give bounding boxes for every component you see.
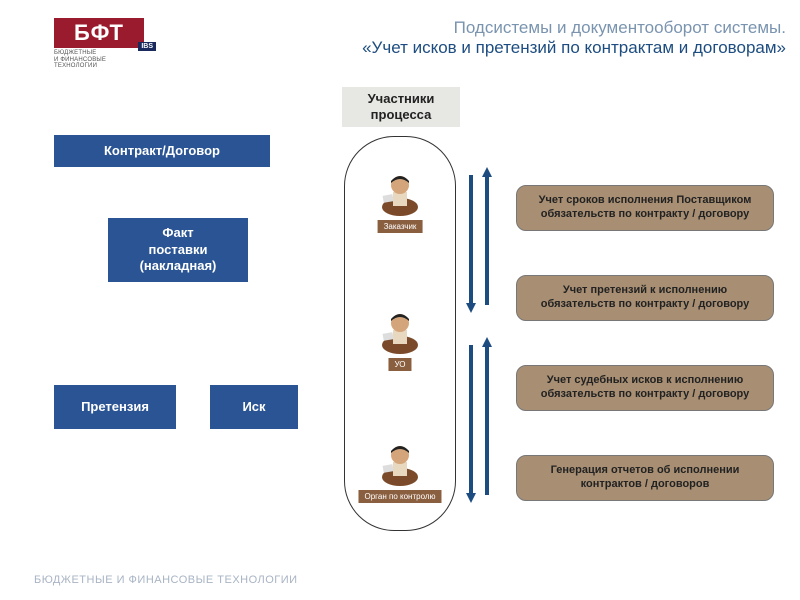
title-line-1: Подсистемы и документооборот системы. bbox=[200, 18, 786, 38]
participant-label: Заказчик bbox=[378, 220, 423, 233]
page-title: Подсистемы и документооборот системы. «У… bbox=[200, 18, 786, 58]
participant-control: Орган по контролю bbox=[370, 437, 430, 497]
logo-ibs: IBS bbox=[138, 42, 156, 51]
participants-container: Заказчик УО Орган по контролю bbox=[344, 136, 456, 531]
participants-header: Участники процесса bbox=[342, 87, 460, 127]
box-delivery: Факт поставки (накладная) bbox=[108, 218, 248, 282]
title-line-2: «Учет исков и претензий по контрактам и … bbox=[200, 38, 786, 58]
participant-customer: Заказчик bbox=[370, 167, 430, 227]
participant-label: Орган по контролю bbox=[358, 490, 441, 503]
info-box-lawsuits: Учет судебных исков к исполнению обязате… bbox=[516, 365, 774, 411]
participant-uo: УО bbox=[370, 305, 430, 365]
box-contract: Контракт/Договор bbox=[54, 135, 270, 167]
person-icon bbox=[375, 437, 425, 487]
info-box-deadlines: Учет сроков исполнения Поставщиком обяза… bbox=[516, 185, 774, 231]
info-box-reports: Генерация отчетов об исполнении контракт… bbox=[516, 455, 774, 501]
info-box-claims: Учет претензий к исполнению обязательств… bbox=[516, 275, 774, 321]
person-icon bbox=[375, 305, 425, 355]
box-lawsuit: Иск bbox=[210, 385, 298, 429]
logo-subtitle: БЮДЖЕТНЫЕ И ФИНАНСОВЫЕ ТЕХНОЛОГИИ bbox=[54, 48, 144, 70]
box-claim: Претензия bbox=[54, 385, 176, 429]
person-icon bbox=[375, 167, 425, 217]
logo: БФТ IBS БЮДЖЕТНЫЕ И ФИНАНСОВЫЕ ТЕХНОЛОГИ… bbox=[54, 18, 144, 70]
logo-text: БФТ bbox=[54, 18, 144, 48]
footer-text: БЮДЖЕТНЫЕ И ФИНАНСОВЫЕ ТЕХНОЛОГИИ bbox=[34, 574, 298, 586]
participant-label: УО bbox=[388, 358, 411, 371]
